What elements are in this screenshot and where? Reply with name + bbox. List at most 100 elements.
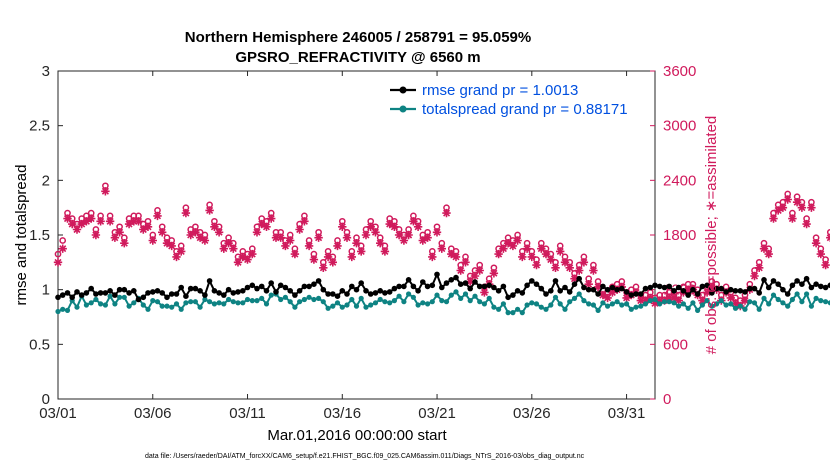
y-tick-label: 1.5 (29, 227, 50, 244)
rmse-point (97, 290, 104, 296)
totalspread-point (64, 307, 71, 313)
obs-assimilated-point (77, 219, 86, 229)
rmse-point (600, 283, 606, 290)
rmse-point (59, 292, 66, 298)
obs-assimilated-point (556, 247, 565, 256)
rmse-point (723, 289, 729, 295)
obs-assimilated-point (532, 260, 541, 270)
totalspread-point (737, 303, 743, 309)
rmse-point (619, 285, 625, 292)
totalspread-point (254, 298, 260, 304)
rmse-point (225, 286, 232, 293)
rmse-point (202, 292, 208, 298)
rmse-point (112, 292, 118, 298)
obs-assimilated-point (143, 222, 153, 231)
rmse-point (638, 291, 644, 297)
rmse-point (382, 290, 388, 296)
rmse-point (704, 282, 710, 289)
totalspread-point (624, 301, 630, 307)
totalspread-point (458, 295, 464, 301)
obs-assimilated-point (153, 211, 162, 221)
obs-assimilated-point (603, 293, 612, 303)
obs-assimilated-point (570, 274, 579, 283)
rmse-point (780, 286, 786, 293)
totalspread-point (192, 299, 198, 305)
y-tick-label: 0 (42, 391, 50, 408)
obs-assimilated-point (551, 263, 560, 272)
obs-assimilated-point (342, 233, 352, 242)
obs-assimilated-point (333, 241, 342, 251)
obs-assimilated-point (120, 239, 129, 248)
rmse-point (713, 285, 720, 292)
rmse-point (277, 282, 284, 289)
totalspread-point (240, 300, 246, 306)
obs-assimilated-point (276, 233, 285, 242)
totalspread-point (443, 299, 450, 305)
obs-assimilated-point (319, 263, 328, 272)
rmse-point (514, 288, 521, 294)
totalspread-point (282, 294, 288, 300)
totalspread-point (794, 291, 800, 297)
totalspread-point (756, 306, 762, 312)
totalspread-point (93, 296, 99, 303)
totalspread-point (202, 296, 208, 303)
rmse-point (396, 283, 402, 290)
totalspread-point (353, 303, 360, 309)
totalspread-point (249, 298, 255, 304)
rmse-point (609, 284, 616, 291)
obs-assimilated-point (508, 241, 518, 251)
obs-assimilated-point (560, 258, 570, 267)
totalspread-point (154, 299, 161, 305)
rmse-point (818, 283, 824, 290)
rmse-point (585, 286, 592, 293)
obs-assimilated-point (271, 233, 281, 242)
obs-assimilated-point (295, 225, 304, 234)
rmse-point (391, 285, 398, 292)
totalspread-point (420, 300, 426, 306)
rmse-point (401, 283, 407, 290)
rmse-point (126, 290, 132, 296)
x-tick-label: 03/31 (608, 405, 646, 422)
obs-assimilated-point (252, 228, 262, 237)
totalspread-point (173, 301, 180, 307)
obs-assimilated-point (740, 296, 750, 305)
totalspread-point (633, 304, 639, 310)
rmse-point (353, 286, 360, 293)
obs-assimilated-point (72, 225, 82, 234)
obs-assimilated-point (451, 252, 461, 262)
obs-assimilated-point (684, 285, 693, 294)
rmse-point (145, 290, 151, 296)
obs-assimilated-point (210, 222, 219, 231)
totalspread-point (704, 298, 710, 304)
totalspread-point (699, 302, 706, 308)
obs-assimilated-point (134, 217, 143, 226)
totalspread-point (349, 296, 355, 303)
obs-assimilated-point (409, 217, 418, 226)
totalspread-point (666, 299, 672, 305)
obs-assimilated-point (423, 233, 432, 242)
rmse-point (339, 288, 346, 294)
totalspread-point (652, 296, 658, 303)
rmse-point (320, 286, 327, 293)
totalspread-point (543, 306, 549, 312)
obs-assimilated-point (115, 228, 124, 237)
totalspread-point (406, 291, 412, 297)
rmse-point (500, 283, 507, 290)
rmse-point (434, 271, 440, 278)
rmse-point (822, 284, 829, 291)
totalspread-point (121, 294, 127, 300)
rmse-point (661, 284, 668, 291)
obs-assimilated-point (257, 219, 266, 229)
obs-assimilated-point (470, 271, 480, 281)
obs-assimilated-point (778, 203, 788, 212)
obs-assimilated-point (750, 271, 759, 281)
rmse-point (230, 290, 237, 296)
y2-tick-label: 3000 (663, 118, 696, 135)
totalspread-point (107, 293, 113, 299)
obs-assimilated-point (105, 217, 115, 226)
obs-assimilated-point (267, 214, 276, 223)
totalspread-point (131, 300, 137, 306)
totalspread-point (377, 296, 383, 303)
rmse-point (685, 292, 691, 298)
rmse-point (557, 288, 563, 294)
